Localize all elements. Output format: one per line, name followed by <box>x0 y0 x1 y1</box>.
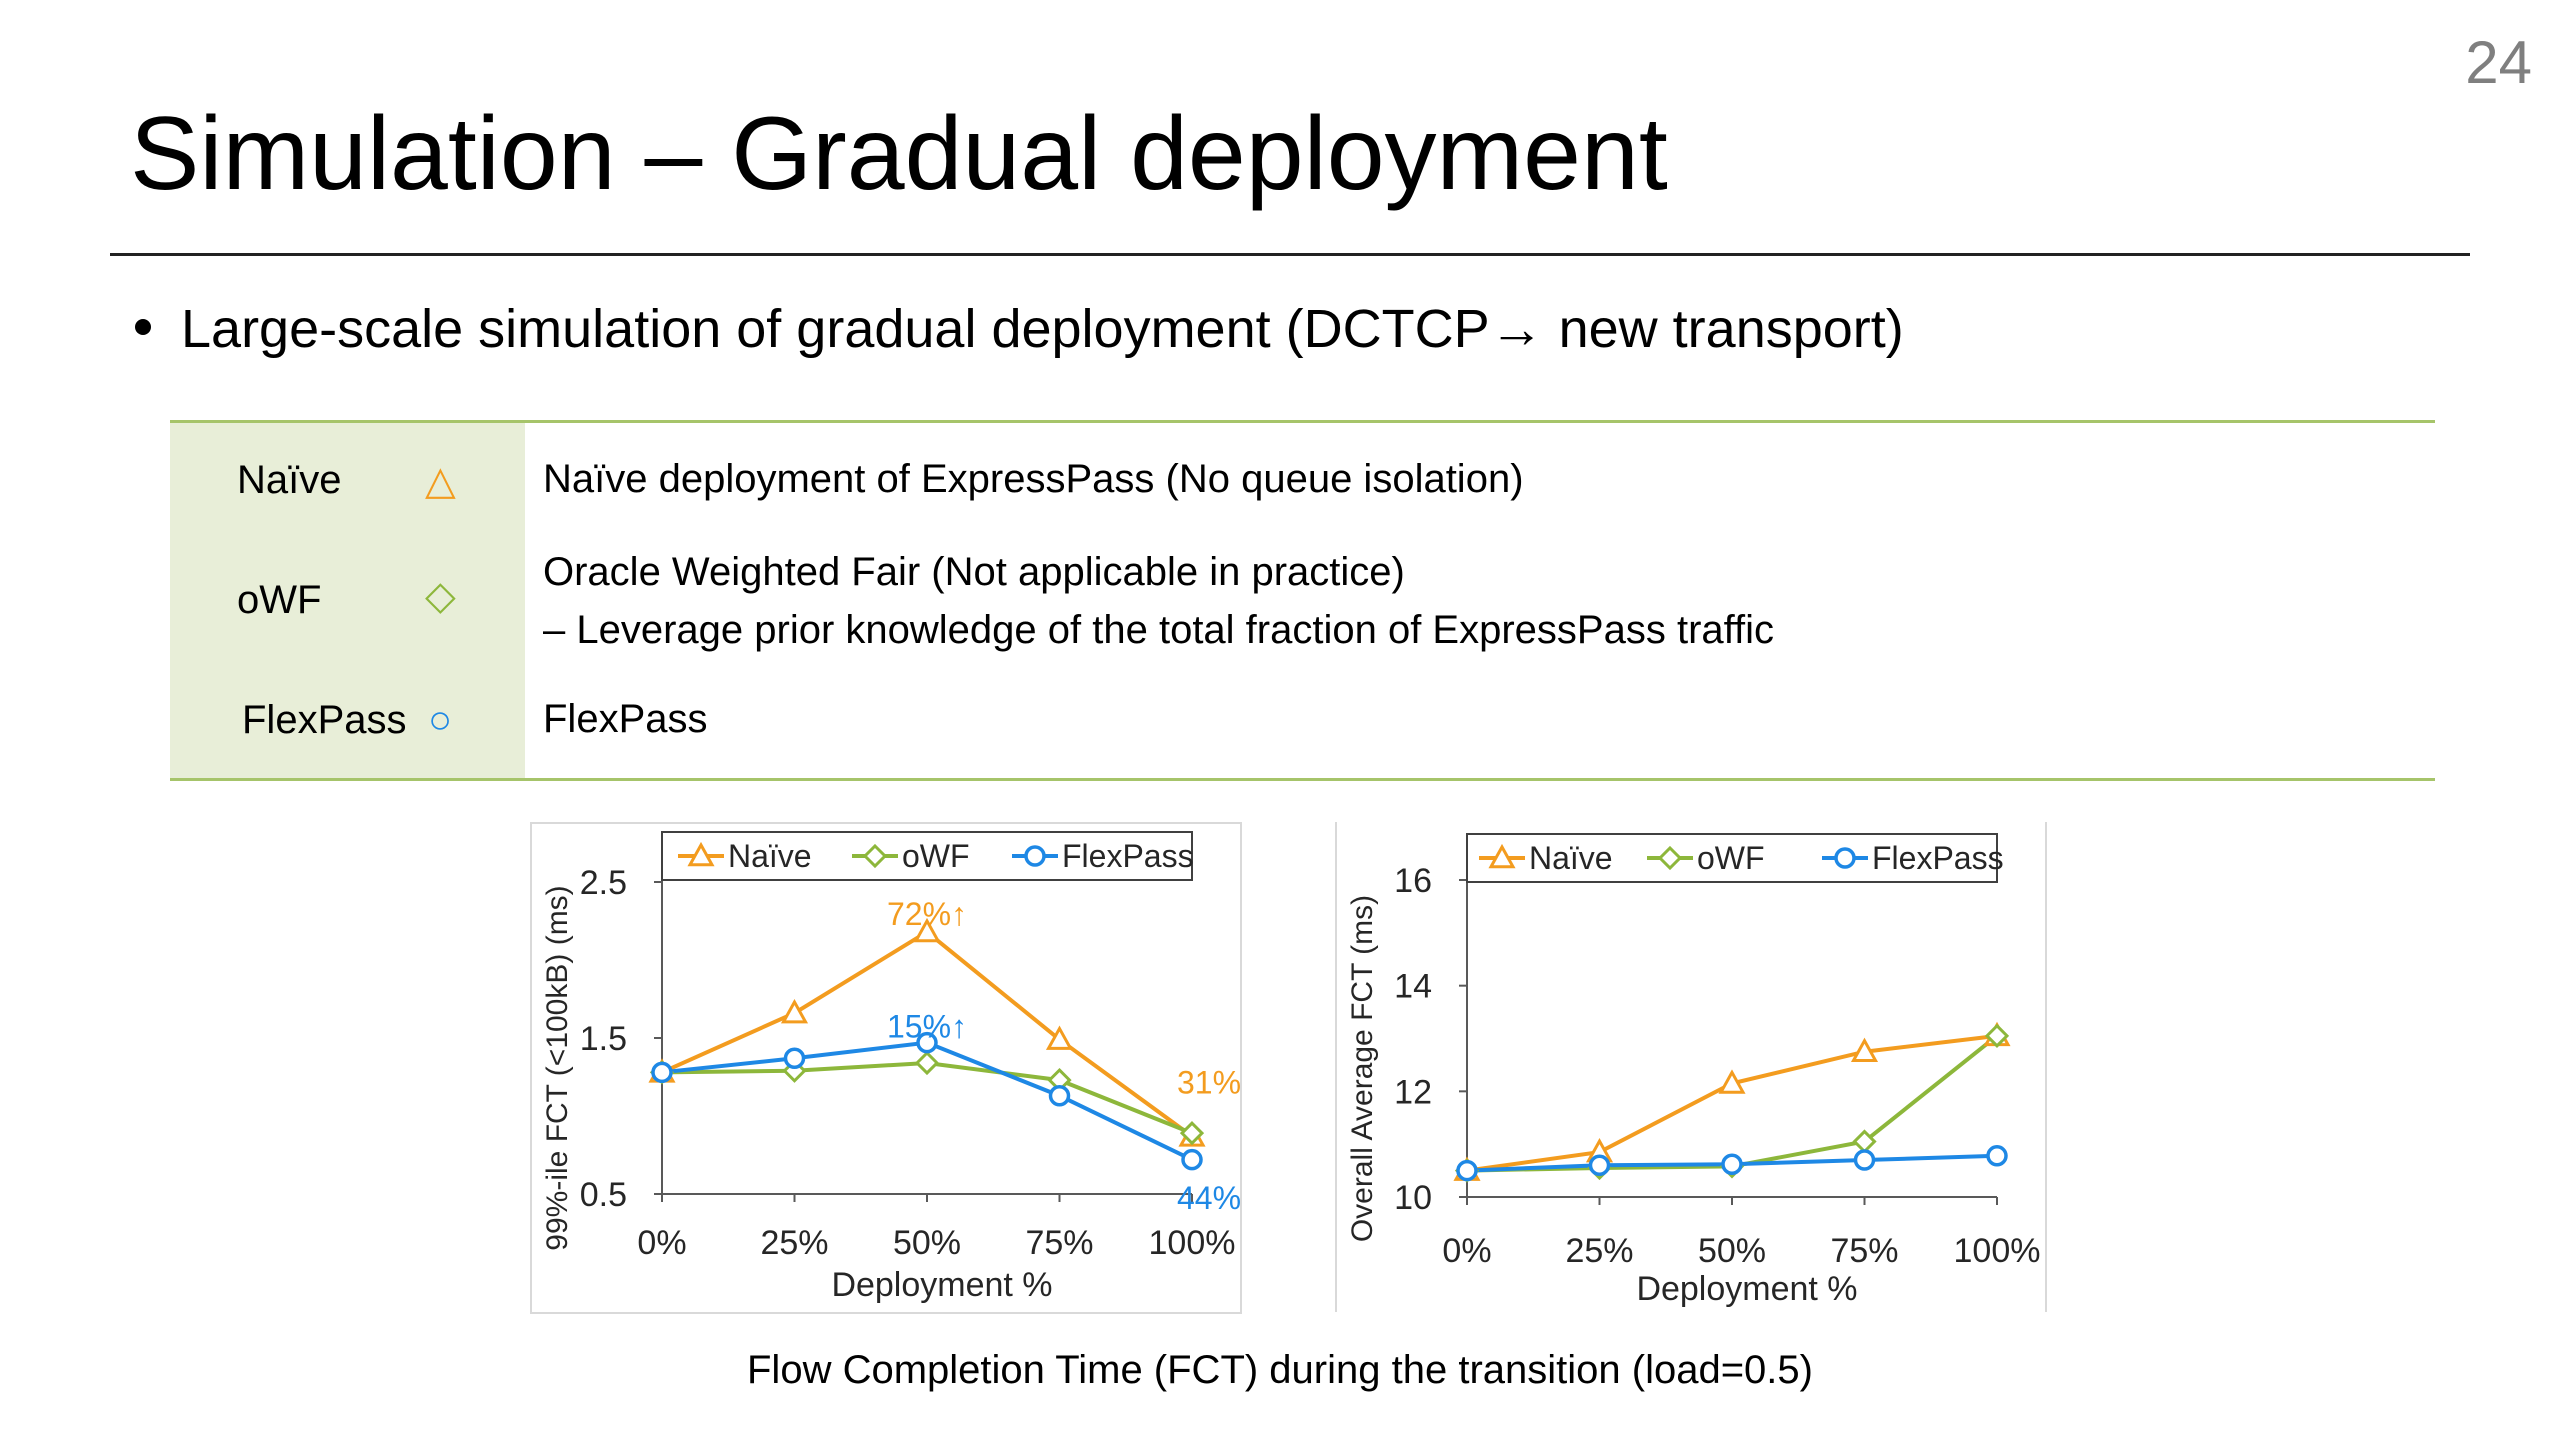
data-annotation: 15%↑ <box>887 1009 967 1045</box>
y-axis-label: Overall Average FCT (ms) <box>1346 895 1379 1242</box>
legend-row-name: oWF <box>237 578 322 622</box>
data-point-flexpass <box>916 1031 938 1054</box>
legend-name-column <box>170 423 525 778</box>
data-point-flexpass <box>1048 1084 1071 1107</box>
data-point-owf <box>914 1050 940 1076</box>
legend-marker <box>1488 843 1516 869</box>
scheme-legend-table: Naïve △ Naïve deployment of ExpressPass … <box>170 420 2435 781</box>
x-axis-label: Deployment % <box>1636 1270 1857 1308</box>
series-line-owf <box>1466 1034 1999 1173</box>
y-tick-label: 0.5 <box>580 1176 627 1214</box>
chart-frame-avg: 10 12 14 16 0% 25% 50% 75% 100% Deployment % Overa… <box>1335 822 2047 1312</box>
legend-row-desc: FlexPass <box>543 697 708 741</box>
diamond-icon: ◇ <box>425 574 456 618</box>
data-point-flexpass <box>1853 1149 1876 1171</box>
data-point-nave <box>913 917 941 943</box>
data-point-owf <box>1984 1023 2010 1048</box>
legend-row-desc-line2: – Leverage prior knowledge of the total … <box>543 608 1775 652</box>
x-tick-label: 50% <box>1698 1232 1766 1270</box>
x-tick-label: 50% <box>893 1224 961 1262</box>
x-tick-label: 75% <box>1025 1224 1093 1262</box>
x-tick-label: 0% <box>637 1224 686 1262</box>
legend-label: Naïve <box>1529 840 1613 876</box>
chart-avg-fct: 10 12 14 16 0% 25% 50% 75% 100% Deployment % Overa… <box>1346 833 2041 1308</box>
x-tick-label: 25% <box>760 1224 828 1262</box>
data-point-flexpass <box>1986 1145 2008 1167</box>
x-axis-label: Deployment % <box>831 1266 1052 1304</box>
title-divider <box>110 253 2470 256</box>
data-point-nave <box>1718 1069 1746 1094</box>
data-point-flexpass <box>1588 1154 1611 1177</box>
data-point-nave <box>1850 1037 1879 1063</box>
data-point-flexpass <box>651 1061 673 1084</box>
data-point-nave <box>780 998 809 1024</box>
bullet-dot-icon <box>135 318 151 335</box>
data-point-flexpass <box>783 1047 806 1070</box>
chart-frame-p99: 0.5 1.5 2.5 0% 25% 50% 75% 100% Deployment % 99%-… <box>530 822 1257 1314</box>
legend-box <box>1466 833 1998 883</box>
y-tick-label: 12 <box>1394 1073 1432 1111</box>
legend-row-desc-line1: Oracle Weighted Fair (Not applicable in … <box>543 550 1405 594</box>
data-annotation: 44%↓ <box>1177 1180 1240 1216</box>
legend-marker <box>1657 845 1683 871</box>
data-point-flexpass <box>1721 1153 1743 1175</box>
legend-marker <box>687 841 715 867</box>
circle-icon: ○ <box>428 698 453 742</box>
legend-row-name: FlexPass <box>242 698 407 742</box>
legend-box <box>661 831 1193 881</box>
legend-label: FlexPass <box>1872 840 2004 876</box>
data-point-nave <box>1045 1025 1074 1050</box>
x-tick-label: 25% <box>1565 1232 1633 1270</box>
legend-label: oWF <box>902 838 970 874</box>
slide-title: Simulation – Gradual deployment <box>130 96 1668 212</box>
legend-row-name: Naïve <box>237 458 342 502</box>
triangle-icon: △ <box>425 459 456 503</box>
figure-caption: Flow Completion Time (FCT) during the tr… <box>747 1348 1813 1392</box>
y-tick-label: 2.5 <box>580 864 627 902</box>
x-tick-label: 75% <box>1830 1232 1898 1270</box>
chart-p99-fct: 0.5 1.5 2.5 0% 25% 50% 75% 100% Deployment % 99%-… <box>541 831 1257 1304</box>
data-point-flexpass <box>1181 1148 1203 1171</box>
legend-marker <box>1024 845 1046 867</box>
bullet-item: Large-scale simulation of gradual deploy… <box>135 298 1904 360</box>
x-tick-label: 100% <box>1149 1224 1236 1262</box>
legend-marker <box>862 843 888 869</box>
y-axis-label: 99%-ile FCT (<100kB) (ms) <box>541 885 574 1250</box>
bullet-text: Large-scale simulation of gradual deploy… <box>181 299 1904 359</box>
series-line-nave <box>1466 1033 1998 1173</box>
slide-number: 24 <box>2465 29 2532 96</box>
legend-label: FlexPass <box>1062 838 1194 874</box>
x-tick-label: 0% <box>1442 1232 1491 1270</box>
data-annotation: 31%↓ <box>1177 1065 1240 1101</box>
data-point-owf <box>1179 1121 1205 1146</box>
data-annotation: 72%↑ <box>887 896 967 932</box>
y-tick-label: 1.5 <box>580 1020 627 1058</box>
y-tick-label: 16 <box>1394 862 1432 900</box>
data-point-flexpass <box>1456 1159 1478 1182</box>
y-tick-label: 10 <box>1394 1179 1432 1217</box>
y-tick-label: 14 <box>1394 968 1432 1006</box>
legend-label: oWF <box>1697 840 1765 876</box>
legend-label: Naïve <box>728 838 812 874</box>
legend-row-desc: Naïve deployment of ExpressPass (No queu… <box>543 457 1524 501</box>
x-tick-label: 100% <box>1954 1232 2041 1270</box>
legend-marker <box>1834 847 1856 869</box>
